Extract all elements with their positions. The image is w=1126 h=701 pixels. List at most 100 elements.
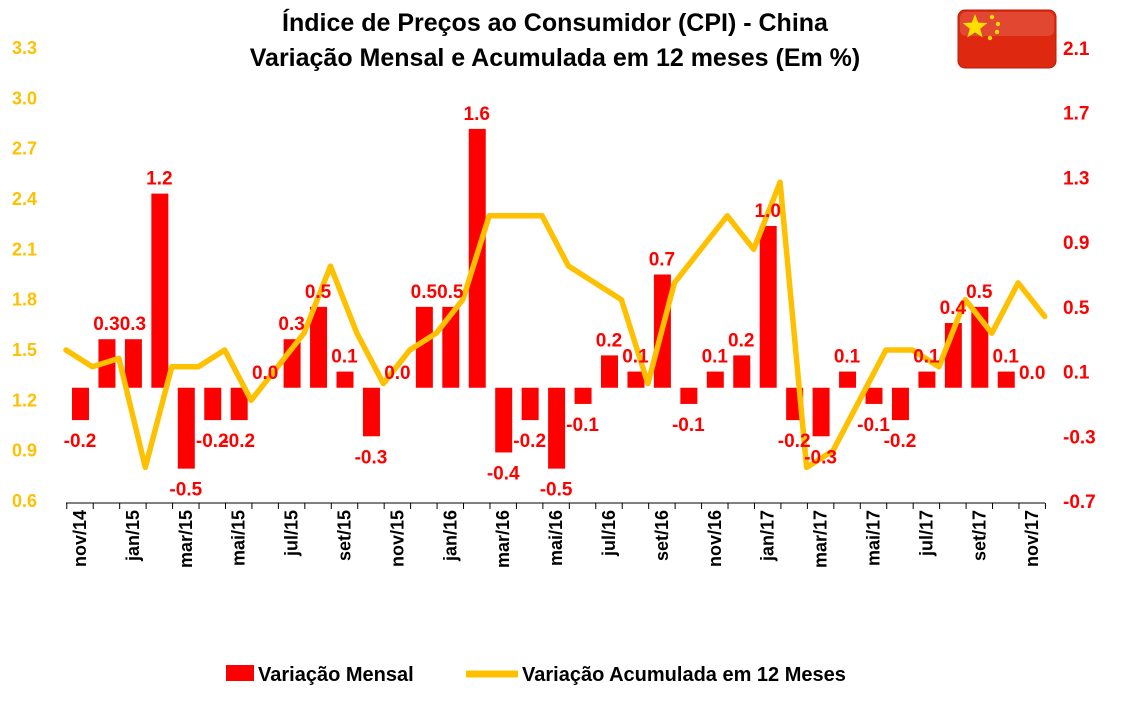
- bar-data-label: 0.3: [93, 314, 119, 335]
- left-y-tick-label: 2.4: [12, 189, 37, 209]
- bar: [706, 371, 724, 388]
- right-y-tick-label: 1.7: [1063, 104, 1089, 125]
- bar-series-variacao-mensal: [72, 128, 1015, 469]
- x-tick-label: jul/17: [916, 510, 936, 557]
- bar-data-label: 0.1: [331, 347, 358, 368]
- left-y-tick-label: 3.0: [12, 88, 37, 108]
- x-tick-label: set/17: [969, 510, 989, 561]
- bar-data-label: 0.7: [649, 250, 675, 271]
- x-tick-label: jan/16: [440, 510, 460, 562]
- x-tick-label: nov/17: [1022, 510, 1042, 567]
- left-y-tick-label: 3.3: [12, 38, 37, 58]
- x-tick-label: jul/16: [599, 510, 619, 557]
- x-tick-label: nov/15: [387, 510, 407, 567]
- bar: [124, 339, 142, 388]
- bar: [415, 306, 433, 388]
- x-tick-label: jan/15: [123, 510, 143, 562]
- x-tick-label: mar/16: [493, 510, 513, 568]
- bar-data-label: 0.1: [622, 347, 649, 368]
- bar: [521, 387, 539, 421]
- bar-data-label: 0.1: [913, 347, 940, 368]
- x-tick-label: nov/14: [70, 510, 90, 567]
- bar-data-label: 0.5: [966, 282, 993, 303]
- x-tick-label: jan/17: [758, 510, 778, 562]
- bar: [601, 355, 618, 388]
- bar-data-label: -0.2: [64, 431, 97, 452]
- bar: [865, 387, 883, 404]
- left-y-tick-label: 1.5: [12, 340, 37, 360]
- bar: [362, 387, 380, 437]
- bar: [891, 387, 909, 421]
- bar-data-label: 0.1: [993, 347, 1020, 368]
- bar-data-label: -0.4: [487, 463, 520, 484]
- bar-data-label: 0.0: [1019, 363, 1045, 384]
- bar-data-label: 1.6: [464, 104, 490, 125]
- left-y-tick-label: 2.1: [12, 239, 37, 259]
- x-tick-label: mar/17: [811, 510, 831, 568]
- bar: [839, 371, 857, 388]
- bar: [759, 225, 777, 388]
- line-path: [63, 179, 1048, 471]
- x-axis: nov/14 jan/15 mar/15 mai/15 jul/15 set/15 nov/…: [66, 503, 1046, 568]
- bar: [627, 371, 645, 388]
- bar-data-label: -0.5: [540, 480, 573, 501]
- bar: [336, 371, 354, 388]
- bar: [72, 387, 89, 421]
- x-tick-label: mai/16: [546, 510, 566, 566]
- bar-data-label: -0.2: [196, 431, 229, 452]
- right-y-axis: -0.7 -0.3 0.1 0.5 0.9 1.3 1.7 2.1: [1063, 39, 1096, 513]
- bar-data-label: 0.5: [411, 282, 438, 303]
- bar-data-label: -0.5: [169, 480, 202, 501]
- bar: [680, 387, 698, 404]
- chart-title: Índice de Preços ao Consumidor (CPI) - C…: [250, 8, 860, 72]
- china-flag-icon: [957, 9, 1057, 69]
- left-y-tick-label: 1.2: [12, 390, 37, 410]
- bar-data-label: 0.2: [596, 330, 622, 351]
- bar-data-label: 1.2: [146, 169, 172, 190]
- bar-data-label: -0.3: [804, 447, 837, 468]
- bar-data-label: 1.0: [754, 201, 780, 222]
- bar-data-label: 0.4: [940, 298, 967, 319]
- bar-data-label: -0.3: [355, 447, 388, 468]
- left-y-axis: 0.6 0.9 1.2 1.5 1.8 2.1 2.4 2.7 3.0 3.3: [12, 38, 37, 511]
- bar: [733, 355, 751, 388]
- chart-title-line-1: Índice de Preços ao Consumidor (CPI) - C…: [282, 8, 829, 37]
- bar-data-label: 0.5: [305, 282, 332, 303]
- x-tick-label: set/15: [335, 510, 355, 561]
- left-y-tick-label: 1.8: [12, 290, 37, 310]
- bar-data-label: 0.1: [702, 347, 729, 368]
- bar: [548, 387, 566, 469]
- bar-data-label: -0.2: [884, 431, 917, 452]
- bar: [574, 387, 592, 404]
- bar-data-label: -0.1: [566, 415, 599, 436]
- x-tick-label: mar/15: [176, 510, 196, 568]
- bar-data-label: 0.3: [278, 314, 304, 335]
- bar-data-label: -0.2: [222, 431, 255, 452]
- bar: [204, 387, 222, 421]
- legend-swatch-bar: [226, 665, 254, 681]
- bar: [442, 306, 460, 388]
- bar-data-label: -0.2: [513, 431, 546, 452]
- bar-data-label: -0.1: [857, 415, 890, 436]
- bar: [310, 306, 328, 388]
- bar-data-labels: -0.20.3 0.31.2-0.5-0.2-0.20.00.30.50.1-0.…: [64, 104, 1046, 501]
- x-tick-label: jul/15: [282, 510, 302, 557]
- bar-data-label: 0.5: [437, 282, 464, 303]
- bar: [177, 387, 195, 469]
- left-y-tick-label: 0.6: [12, 491, 37, 511]
- bar-data-label: 0.3: [120, 314, 146, 335]
- bar: [812, 387, 830, 437]
- x-tick-label: set/16: [652, 510, 672, 561]
- bar: [230, 387, 248, 421]
- right-y-tick-label: -0.7: [1063, 492, 1096, 513]
- legend-label-bar: Variação Mensal: [258, 664, 414, 686]
- right-y-tick-label: 0.1: [1063, 363, 1090, 384]
- legend: Variação Mensal Variação Acumulada em 12…: [226, 664, 846, 686]
- bar-data-label: 0.0: [384, 363, 410, 384]
- bar-data-label: 0.2: [728, 330, 754, 351]
- line-series-variacao-acumulada: [63, 179, 1048, 471]
- bar: [997, 371, 1015, 388]
- x-tick-label: nov/16: [705, 510, 725, 567]
- bar-data-label: 0.1: [834, 347, 861, 368]
